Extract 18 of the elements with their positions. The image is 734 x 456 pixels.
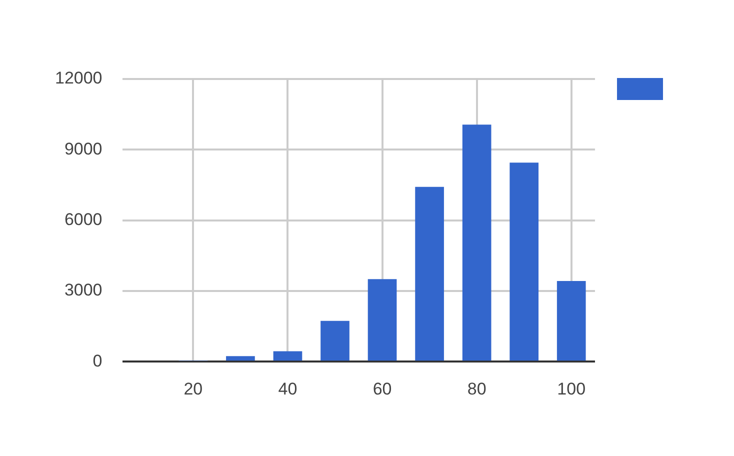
y-tick-label: 6000 (64, 210, 102, 229)
bar (462, 124, 492, 361)
bar (320, 320, 350, 361)
y-tick-label: 9000 (64, 139, 102, 158)
y-tick-label: 3000 (64, 280, 102, 300)
bar (415, 186, 444, 361)
y-tick-label: 12000 (54, 68, 102, 88)
bar (368, 279, 397, 361)
x-tick-label: 20 (184, 379, 203, 398)
bar (226, 356, 255, 361)
bar (510, 162, 539, 361)
x-tick-label: 80 (467, 379, 486, 398)
x-tick-label: 100 (557, 379, 586, 398)
x-tick-label: 40 (278, 379, 298, 398)
y-tick-label: 0 (92, 351, 102, 370)
bar (273, 351, 302, 361)
bar (556, 281, 586, 361)
x-tick-label: 60 (372, 379, 392, 398)
